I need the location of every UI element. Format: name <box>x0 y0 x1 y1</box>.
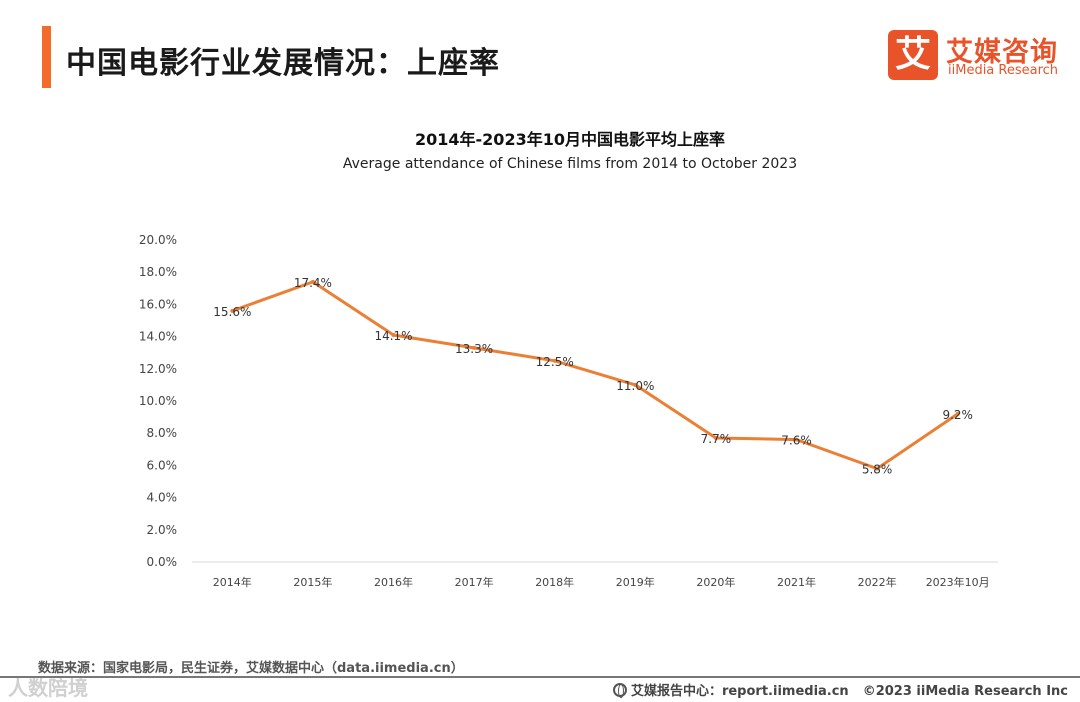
x-tick-label: 2023年10月 <box>926 575 990 589</box>
footer-credits: 艾媒报告中心：report.iimedia.cn ©2023 iiMedia Re… <box>612 680 1068 699</box>
data-label: 7.7% <box>701 432 732 446</box>
data-point <box>794 437 799 442</box>
logo-en-text: iiMedia Research <box>948 63 1059 78</box>
data-point <box>310 279 315 284</box>
copyright: ©2023 iiMedia Research Inc <box>862 684 1068 699</box>
y-tick-label: 18.0% <box>139 265 177 279</box>
report-center-link[interactable]: 艾媒报告中心：report.iimedia.cn <box>630 684 849 699</box>
watermark: 人数陪境 <box>8 676 88 700</box>
data-label: 13.3% <box>455 342 493 356</box>
data-point <box>713 436 718 441</box>
data-label: 9.2% <box>942 408 973 422</box>
title-accent-bar <box>42 26 51 88</box>
data-label: 5.8% <box>862 463 893 477</box>
data-label: 17.4% <box>294 276 332 290</box>
data-label: 12.5% <box>536 355 574 369</box>
iimedia-logo: 艾 艾媒咨询 iiMedia Research <box>888 30 1068 82</box>
y-tick-label: 8.0% <box>147 426 178 440</box>
y-tick-label: 0.0% <box>147 555 178 569</box>
data-point <box>552 358 557 363</box>
data-point <box>633 382 638 387</box>
logo-cn-text: 艾媒咨询 <box>946 37 1058 68</box>
chart-subtitle: Average attendance of Chinese films from… <box>342 156 798 172</box>
data-point <box>391 332 396 337</box>
y-tick-label: 6.0% <box>147 458 178 472</box>
data-label: 15.6% <box>213 305 251 319</box>
series-line <box>230 280 960 471</box>
x-tick-label: 2014年 <box>213 575 252 589</box>
x-tick-label: 2018年 <box>535 575 574 589</box>
y-tick-label: 20.0% <box>139 233 177 247</box>
y-tick-label: 14.0% <box>139 330 177 344</box>
x-tick-label: 2020年 <box>696 575 735 589</box>
page-title: 中国电影行业发展情况：上座率 <box>66 46 500 81</box>
x-tick-label: 2022年 <box>858 575 897 589</box>
data-label: 14.1% <box>374 329 412 343</box>
data-source: 数据来源：国家电影局，民生证券，艾媒数据中心（data.iimedia.cn） <box>38 661 464 676</box>
y-tick-label: 10.0% <box>139 394 177 408</box>
data-point <box>955 411 960 416</box>
chart-title: 2014年-2023年10月中国电影平均上座率 <box>415 130 725 149</box>
y-tick-label: 4.0% <box>147 491 178 505</box>
globe-icon <box>612 683 627 698</box>
y-tick-label: 12.0% <box>139 362 177 376</box>
data-point <box>875 466 880 471</box>
x-tick-label: 2015年 <box>293 575 332 589</box>
y-tick-label: 2.0% <box>147 523 178 537</box>
logo-mark: 艾 <box>888 30 938 80</box>
x-tick-label: 2021年 <box>777 575 816 589</box>
footer-divider <box>0 676 1080 678</box>
x-tick-label: 2016年 <box>374 575 413 589</box>
data-label: 7.6% <box>781 434 812 448</box>
x-tick-label: 2019年 <box>616 575 655 589</box>
data-point <box>230 308 235 313</box>
data-point <box>472 345 477 350</box>
x-tick-label: 2017年 <box>455 575 494 589</box>
data-label: 11.0% <box>616 379 654 393</box>
y-tick-label: 16.0% <box>139 297 177 311</box>
